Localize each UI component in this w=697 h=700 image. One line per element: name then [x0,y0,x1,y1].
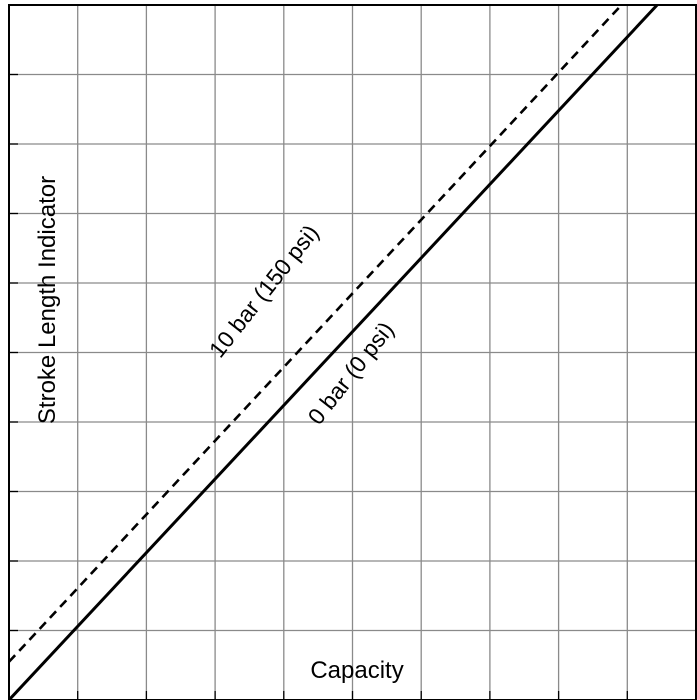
series-lines [9,5,660,700]
series-line-0-bar [9,5,660,700]
tick-marks [9,73,628,700]
x-axis-label: Capacity [310,657,403,684]
grid [9,5,696,700]
plot-frame [8,4,697,700]
series-label-10-bar: 10 bar (150 psi) [204,220,324,363]
y-axis-label: Stroke Length Indicator [34,176,61,424]
series-line-10-bar [9,5,624,663]
